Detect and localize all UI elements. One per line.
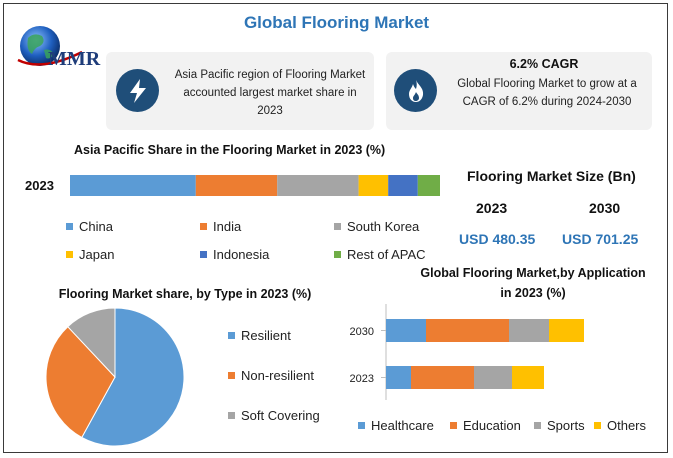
legend-label: Rest of APAC [347, 247, 426, 262]
legend-healthcare: Healthcare [358, 418, 434, 433]
legend-swatch [66, 251, 73, 258]
legend-label: Resilient [241, 328, 291, 343]
legend-sports: Sports [534, 418, 585, 433]
legend-swatch [334, 251, 341, 258]
legend-swatch [450, 422, 457, 429]
cagr-heading: 6.2% CAGR [509, 57, 579, 71]
cagr-card: 6.2% CAGR Global Flooring Market to grow… [386, 52, 652, 130]
legend-non-resilient: Non-resilient [228, 368, 314, 383]
legend-resilient: Resilient [228, 328, 291, 343]
category-label-2030: 2030 [350, 326, 374, 338]
legend-label: India [213, 219, 242, 234]
legend-label: Non-resilient [241, 368, 314, 383]
infographic-frame [3, 3, 668, 453]
apac-legend: China India South Korea Japan Indonesia Rest … [66, 219, 456, 267]
page-title: Global Flooring Market [243, 13, 430, 32]
legend-india: India [200, 219, 241, 234]
pie-legend: Resilient Non-resilient Soft Covering [228, 328, 368, 438]
bar-segment-indonesia [388, 175, 418, 196]
apac-chart-title: Asia Pacific Share in the Flooring Marke… [74, 143, 386, 157]
globe-icon [17, 26, 83, 66]
bar-segment-china [70, 175, 196, 196]
logo: MMR [12, 22, 112, 78]
bar-2030-education [426, 319, 509, 342]
apac-category-label: 2023 [25, 178, 54, 193]
market-size-value-2030: USD 701.25 [562, 231, 639, 247]
lightning-icon [116, 69, 159, 112]
legend-label: Japan [79, 247, 115, 262]
bar-2023-sports [474, 366, 512, 389]
legend-swatch [66, 223, 73, 230]
legend-soft-covering: Soft Covering [228, 408, 320, 423]
legend-label: Soft Covering [241, 408, 320, 423]
market-size-value-2023: USD 480.35 [459, 231, 536, 247]
legend-rest-of-apac: Rest of APAC [334, 247, 426, 262]
legend-swatch [200, 251, 207, 258]
market-size-heading: Flooring Market Size (Bn) [467, 168, 636, 184]
legend-label: Healthcare [371, 418, 434, 433]
legend-swatch [358, 422, 365, 429]
legend-label: Sports [547, 418, 585, 433]
legend-south-korea: South Korea [334, 219, 419, 234]
pie-chart-title: Flooring Market share, by Type in 2023 (… [58, 287, 312, 301]
bar-2023-healthcare [386, 366, 411, 389]
apac-share-chart [70, 175, 440, 196]
legend-swatch [228, 332, 235, 339]
legend-swatch [228, 412, 235, 419]
application-chart-title: Global Flooring Market,by Application in… [420, 266, 646, 300]
legend-china: China [66, 219, 113, 234]
application-chart: 2030 2023 [350, 304, 584, 400]
bar-segment-rest-of-apac [417, 175, 440, 196]
legend-swatch [334, 223, 341, 230]
type-share-pie [45, 307, 185, 447]
pie-slice-resilient [81, 307, 185, 447]
legend-swatch [534, 422, 541, 429]
legend-others: Others [594, 418, 646, 433]
legend-japan: Japan [66, 247, 114, 262]
market-size-year-2023: 2023 [476, 200, 508, 216]
legend-indonesia: Indonesia [200, 247, 269, 262]
legend-label: Indonesia [213, 247, 270, 262]
market-size-year-2030: 2030 [589, 200, 621, 216]
region-share-text: Asia Pacific region of Flooring Market a… [174, 69, 366, 117]
bar-2023-education [411, 366, 474, 389]
flame-icon [394, 69, 437, 112]
pie-slice-soft-covering [67, 307, 116, 379]
category-label-2023: 2023 [350, 373, 374, 385]
legend-swatch [200, 223, 207, 230]
legend-swatch [228, 372, 235, 379]
legend-label: China [79, 219, 113, 234]
legend-swatch [594, 422, 601, 429]
bar-segment-south-korea [277, 175, 359, 196]
legend-education: Education [450, 418, 521, 433]
bar-2030-healthcare [386, 319, 426, 342]
bar-2030-others [549, 319, 584, 342]
cagr-text: Global Flooring Market to grow at a CAGR… [457, 78, 637, 108]
legend-label: Education [463, 418, 521, 433]
application-legend: Healthcare Education Sports Others [358, 418, 658, 438]
legend-label: South Korea [347, 219, 420, 234]
bar-segment-india [195, 175, 278, 196]
legend-label: Others [607, 418, 647, 433]
logo-text: MMR [48, 48, 101, 70]
bar-2030-sports [509, 319, 549, 342]
bar-2023-others [512, 366, 544, 389]
region-share-card: Asia Pacific region of Flooring Market a… [106, 52, 374, 130]
bar-segment-japan [358, 175, 389, 196]
pie-slice-non-resilient [45, 325, 116, 439]
